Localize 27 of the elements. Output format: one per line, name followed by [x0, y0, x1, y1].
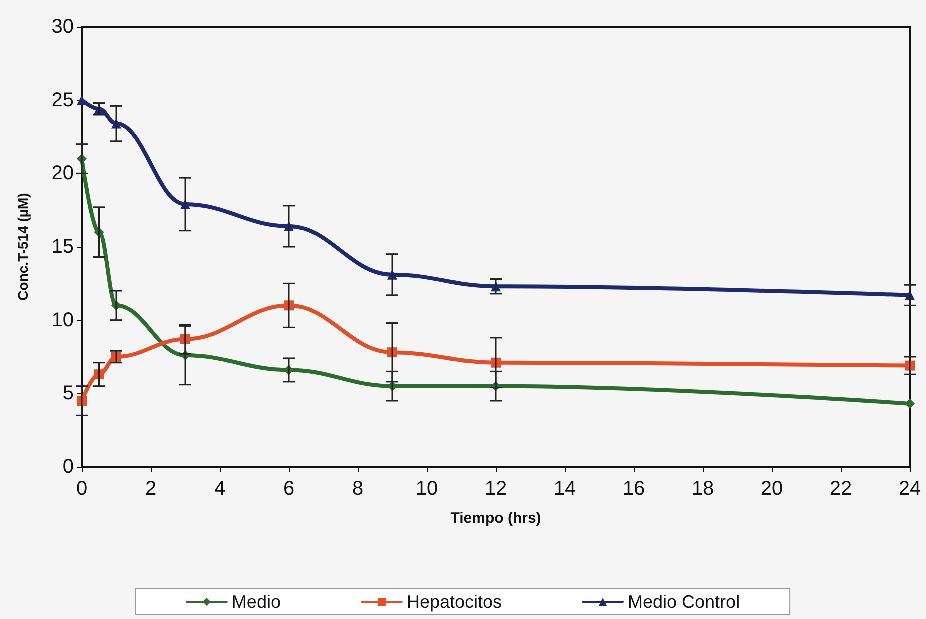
y-tick-label: 0 — [62, 456, 74, 478]
y-axis-title: Conc.T-514 (µM) — [15, 193, 31, 301]
x-tick-label: 14 — [554, 478, 576, 500]
x-tick-label: 4 — [214, 478, 226, 500]
y-tick-label: 25 — [52, 89, 74, 112]
legend-label: Medio — [232, 592, 281, 612]
x-tick-label: 10 — [416, 478, 438, 500]
point — [905, 398, 915, 409]
x-tick-label: 20 — [760, 478, 784, 500]
x-tick-label: 22 — [830, 478, 852, 500]
x-tick-label: 24 — [898, 478, 922, 500]
y-tick-label: 30 — [52, 16, 74, 38]
y-tick-label: 15 — [52, 236, 74, 258]
x-tick-label: 2 — [145, 478, 157, 500]
x-tick-label: 8 — [352, 478, 364, 500]
y-tick-label: 20 — [52, 162, 74, 185]
x-tick-label: 12 — [484, 478, 508, 500]
legend-label: Hepatocitos — [406, 592, 502, 612]
legend-label: Medio Control — [628, 592, 740, 612]
point — [77, 95, 87, 106]
x-tick-label: 18 — [692, 478, 714, 500]
x-tick-label: 16 — [622, 478, 646, 500]
y-tick-label: 5 — [62, 382, 74, 405]
y-tick-label: 10 — [52, 309, 74, 332]
x-axis-title: Tiempo (hrs) — [450, 510, 542, 527]
x-tick-label: 0 — [76, 478, 88, 500]
x-tick-label: 6 — [283, 478, 295, 500]
